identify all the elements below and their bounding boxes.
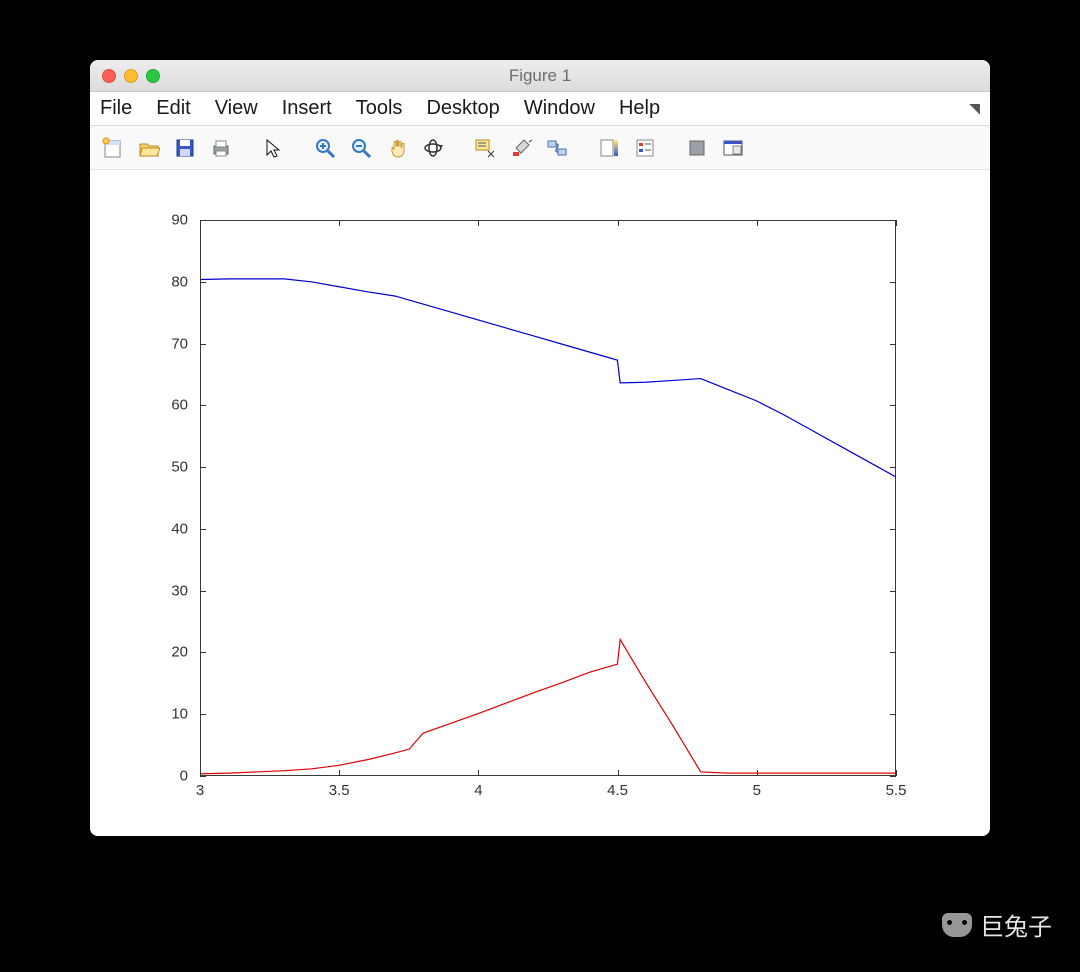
menu-insert[interactable]: Insert — [282, 97, 332, 120]
axes-canvas[interactable]: 010203040506070809033.544.555.5 — [90, 170, 990, 836]
maximize-icon[interactable] — [146, 69, 160, 83]
xtick-label: 3 — [196, 782, 204, 799]
close-icon[interactable] — [102, 69, 116, 83]
wechat-icon — [942, 913, 972, 937]
data-cursor-icon[interactable] — [470, 133, 500, 163]
xtick-label: 3.5 — [329, 782, 350, 799]
plot-area[interactable] — [200, 220, 896, 776]
hide-plot-tools-icon[interactable] — [682, 133, 712, 163]
legend-icon[interactable] — [630, 133, 660, 163]
menu-window[interactable]: Window — [524, 97, 595, 120]
toolbar-overflow-icon[interactable]: ◥ — [969, 100, 980, 117]
menubar: File Edit View Insert Tools Desktop Wind… — [90, 92, 990, 126]
colorbar-icon[interactable] — [594, 133, 624, 163]
zoom-out-icon[interactable] — [346, 133, 376, 163]
minimize-icon[interactable] — [124, 69, 138, 83]
window-controls — [102, 69, 160, 83]
menu-help[interactable]: Help — [619, 97, 660, 120]
toolbar — [90, 126, 990, 170]
link-icon[interactable] — [542, 133, 572, 163]
save-icon[interactable] — [170, 133, 200, 163]
menu-desktop[interactable]: Desktop — [426, 97, 499, 120]
pointer-icon[interactable] — [258, 133, 288, 163]
brush-icon[interactable] — [506, 133, 536, 163]
rotate-icon[interactable] — [418, 133, 448, 163]
plot-lines — [201, 221, 895, 775]
watermark: 巨兔子 — [942, 907, 1052, 942]
open-icon[interactable] — [134, 133, 164, 163]
blue-line — [201, 279, 895, 477]
menu-file[interactable]: File — [100, 97, 132, 120]
menu-edit[interactable]: Edit — [156, 97, 190, 120]
figure-window: Figure 1 File Edit View Insert Tools Des… — [90, 60, 990, 836]
zoom-in-icon[interactable] — [310, 133, 340, 163]
xtick-label: 5 — [753, 782, 761, 799]
red-line — [201, 640, 895, 774]
xtick-label: 4.5 — [607, 782, 628, 799]
window-title: Figure 1 — [90, 66, 990, 86]
pan-icon[interactable] — [382, 133, 412, 163]
print-icon[interactable] — [206, 133, 236, 163]
menu-tools[interactable]: Tools — [356, 97, 403, 120]
menu-view[interactable]: View — [215, 97, 258, 120]
xtick-label: 5.5 — [886, 782, 907, 799]
dock-icon[interactable] — [718, 133, 748, 163]
new-figure-icon[interactable] — [98, 133, 128, 163]
watermark-text: 巨兔子 — [980, 907, 1052, 942]
titlebar: Figure 1 — [90, 60, 990, 92]
xtick-label: 4 — [474, 782, 482, 799]
